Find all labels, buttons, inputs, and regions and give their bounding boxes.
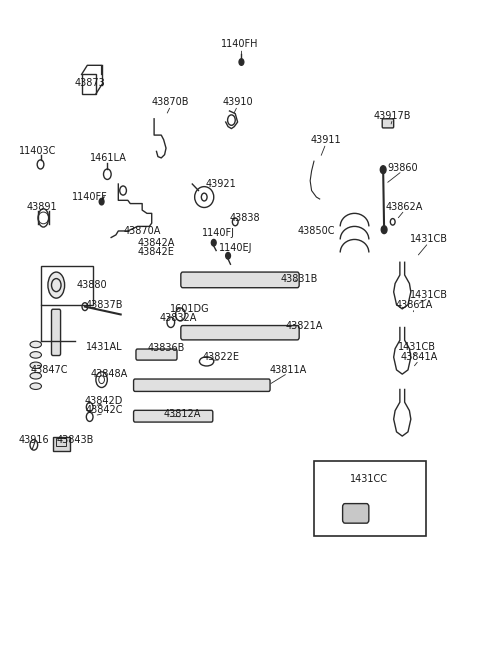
- Text: 43837B: 43837B: [85, 300, 123, 310]
- Text: 1140FF: 1140FF: [72, 192, 108, 202]
- Text: 43836B: 43836B: [147, 343, 185, 353]
- FancyBboxPatch shape: [136, 349, 177, 360]
- Text: 1140FH: 1140FH: [221, 39, 259, 48]
- Text: 43812A: 43812A: [164, 409, 202, 419]
- Circle shape: [380, 166, 386, 174]
- FancyBboxPatch shape: [133, 410, 213, 422]
- Text: 1431CC: 1431CC: [350, 474, 388, 484]
- Text: 1431CB: 1431CB: [409, 290, 447, 300]
- Text: 43848A: 43848A: [90, 369, 127, 379]
- Text: 1601DG: 1601DG: [170, 304, 210, 314]
- FancyBboxPatch shape: [181, 326, 299, 340]
- Text: 43842A: 43842A: [138, 238, 175, 248]
- Ellipse shape: [30, 352, 41, 358]
- Bar: [53, 437, 70, 451]
- Text: 43873: 43873: [74, 78, 105, 88]
- Circle shape: [211, 240, 216, 246]
- Text: 43916: 43916: [19, 435, 49, 445]
- Ellipse shape: [30, 362, 41, 369]
- Text: 43850C: 43850C: [298, 226, 335, 236]
- Text: 1431CB: 1431CB: [409, 234, 447, 244]
- Text: 43842D: 43842D: [85, 396, 123, 405]
- Text: 43870A: 43870A: [123, 226, 161, 236]
- Text: 43870B: 43870B: [152, 98, 190, 107]
- Text: 1140FJ: 1140FJ: [202, 228, 235, 238]
- Text: 1431CB: 1431CB: [397, 342, 435, 352]
- FancyBboxPatch shape: [382, 119, 394, 128]
- Circle shape: [239, 59, 244, 66]
- Text: 43843B: 43843B: [57, 435, 94, 445]
- Text: 43891: 43891: [27, 202, 57, 212]
- Circle shape: [99, 198, 104, 205]
- Text: 93860: 93860: [387, 162, 418, 173]
- Text: 11403C: 11403C: [19, 147, 56, 157]
- FancyBboxPatch shape: [343, 504, 369, 523]
- Ellipse shape: [30, 341, 41, 348]
- Text: 1431AL: 1431AL: [85, 342, 122, 352]
- Text: 43821A: 43821A: [286, 321, 323, 331]
- Text: 43842E: 43842E: [138, 248, 175, 257]
- FancyBboxPatch shape: [133, 379, 270, 392]
- FancyBboxPatch shape: [181, 272, 299, 288]
- Text: 43842C: 43842C: [85, 405, 123, 415]
- Text: 43911: 43911: [311, 135, 341, 145]
- Text: 43847C: 43847C: [30, 365, 68, 375]
- Ellipse shape: [30, 383, 41, 390]
- Text: 43917B: 43917B: [374, 111, 411, 121]
- Text: 1461LA: 1461LA: [90, 153, 127, 163]
- Text: 43822E: 43822E: [203, 352, 240, 362]
- Text: 43910: 43910: [222, 98, 253, 107]
- Text: 43832A: 43832A: [159, 312, 197, 323]
- Bar: [314, 461, 426, 536]
- Ellipse shape: [30, 373, 41, 379]
- Ellipse shape: [48, 272, 65, 298]
- Text: 43831B: 43831B: [281, 274, 318, 284]
- Circle shape: [226, 252, 230, 259]
- FancyBboxPatch shape: [51, 309, 60, 356]
- Text: 43838: 43838: [229, 213, 260, 223]
- Text: 43862A: 43862A: [386, 202, 423, 212]
- Circle shape: [381, 226, 387, 234]
- Text: 43861A: 43861A: [396, 300, 433, 310]
- Text: 43811A: 43811A: [269, 365, 306, 375]
- Text: 1140EJ: 1140EJ: [218, 243, 252, 253]
- Bar: [82, 75, 96, 94]
- Bar: [56, 438, 66, 446]
- Text: 43880: 43880: [77, 280, 108, 290]
- Text: 43921: 43921: [205, 179, 236, 189]
- Text: 43841A: 43841A: [400, 352, 438, 362]
- Bar: [40, 265, 93, 305]
